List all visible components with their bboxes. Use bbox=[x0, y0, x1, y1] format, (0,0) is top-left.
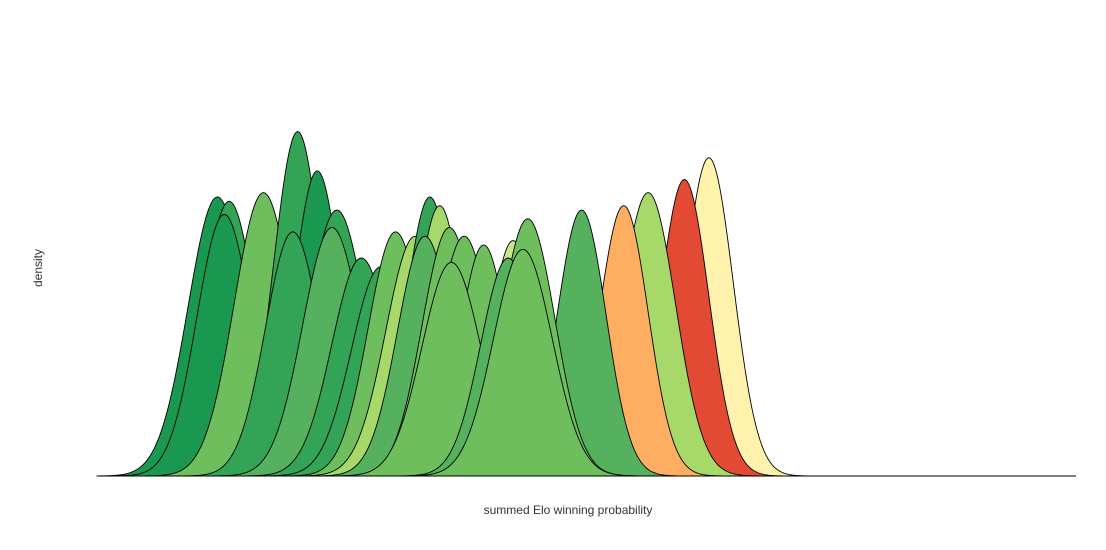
x-axis-label: summed Elo winning probability bbox=[484, 503, 653, 517]
density-curves bbox=[96, 131, 813, 477]
density-curve-29 bbox=[399, 248, 647, 477]
y-axis-label: density bbox=[31, 249, 45, 287]
